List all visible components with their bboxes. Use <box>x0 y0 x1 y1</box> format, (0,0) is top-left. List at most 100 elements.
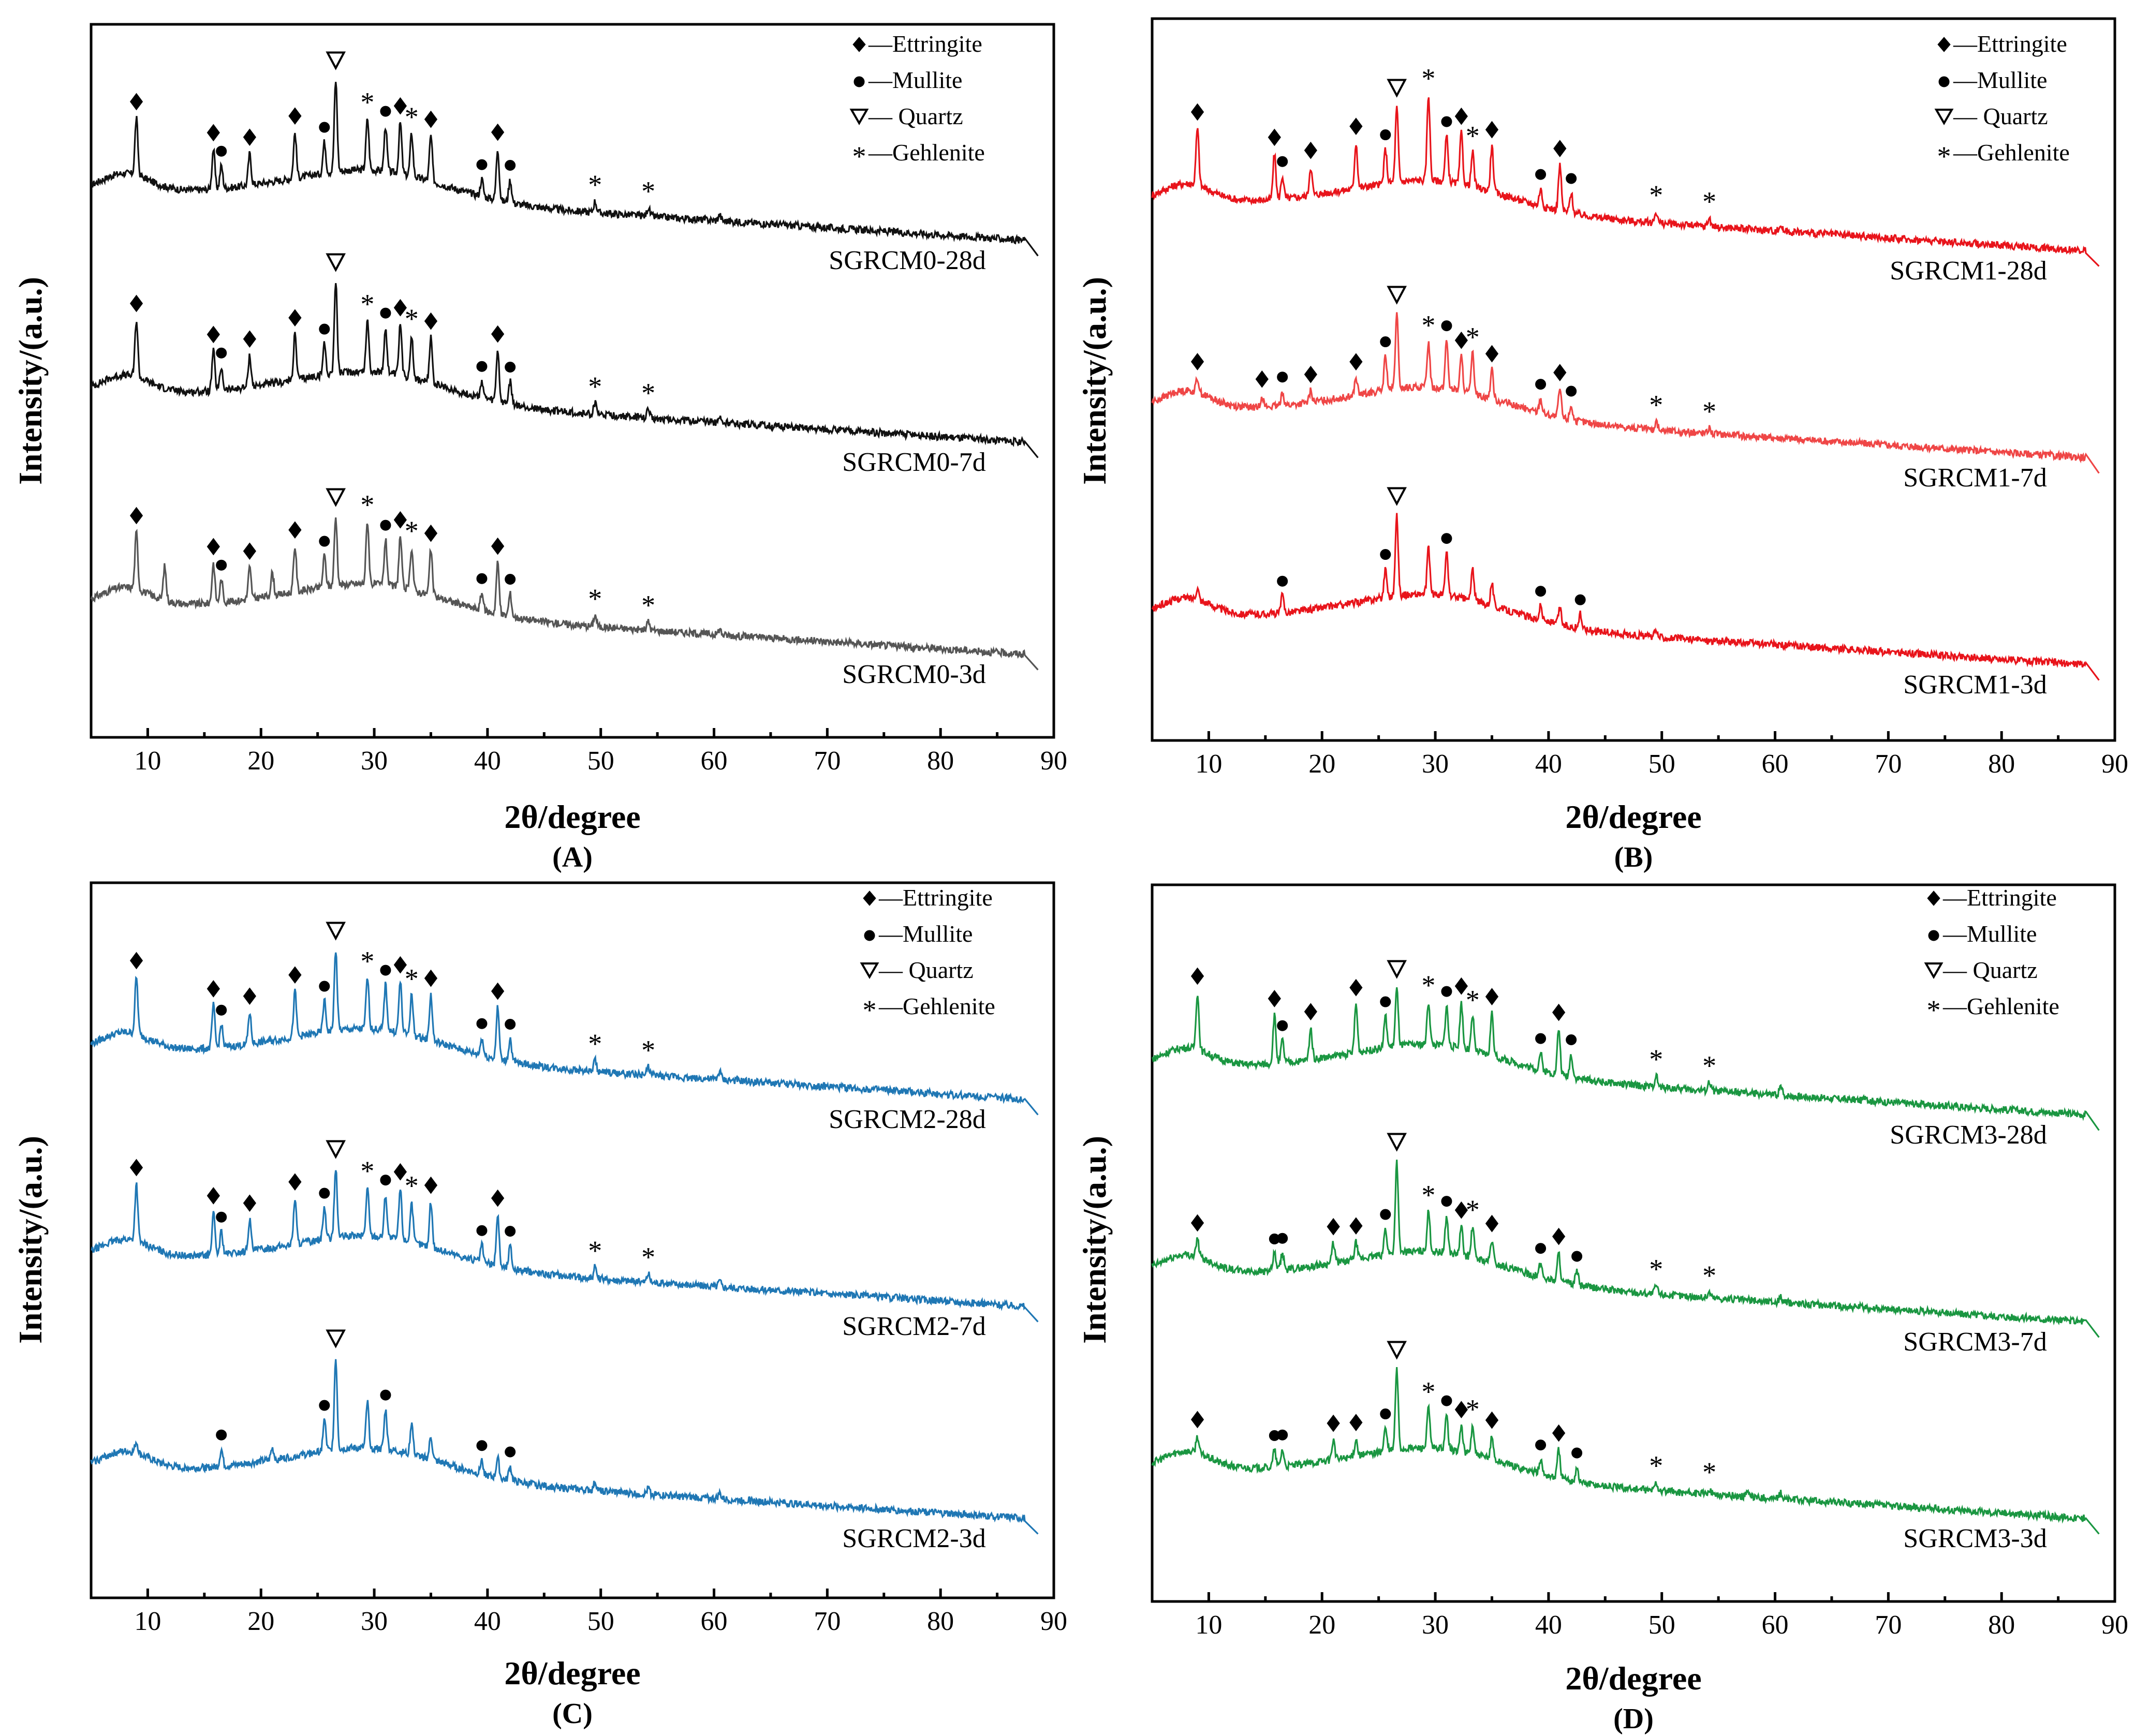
panel-label: (C) <box>552 1698 593 1730</box>
mullite-marker <box>1566 1034 1577 1046</box>
legend-gehlenite-label: —Gehlenite <box>1942 993 2059 1019</box>
ettringite-marker <box>207 538 220 556</box>
ettringite-marker <box>288 1173 302 1191</box>
x-axis-label: 2θ/degree <box>1565 1660 1701 1697</box>
quartz-marker <box>1387 1341 1407 1360</box>
series-label: SGRCM1-3d <box>1903 670 2047 700</box>
gehlenite-marker: * <box>360 945 374 976</box>
trace-group <box>90 952 1039 1535</box>
gehlenite-marker: * <box>1702 1457 1716 1488</box>
xrd-panel-b: *** ** ** * 10 20 30 40 50 60 70 80 90 —Ettringite—… <box>1076 17 2128 873</box>
mullite-marker <box>1380 1209 1391 1220</box>
trace-group <box>90 82 1039 671</box>
legend-quartz-label: — Quartz <box>868 103 963 129</box>
xrd-trace-SGRCM2-3d <box>90 1359 1039 1535</box>
legend-gehlenite-symbol: * <box>863 995 877 1026</box>
x-tick-label: 50 <box>1648 1610 1675 1640</box>
ettringite-marker <box>1485 345 1499 363</box>
x-tick-label: 90 <box>1040 746 1067 776</box>
legend-mullite-label: —Mullite <box>878 921 973 947</box>
series-label: SGRCM3-28d <box>1890 1120 2047 1150</box>
ettringite-marker <box>243 128 256 146</box>
mullite-marker <box>319 1400 330 1411</box>
x-tick-label: 40 <box>474 746 501 776</box>
legend-ettringite-symbol <box>852 37 866 52</box>
gehlenite-marker: * <box>405 963 419 995</box>
x-tick-label: 90 <box>2101 1610 2128 1640</box>
x-tick-label: 20 <box>247 1607 274 1636</box>
x-tick-label: 70 <box>814 1607 841 1636</box>
gehlenite-marker: * <box>360 489 374 520</box>
mullite-marker <box>380 520 391 531</box>
ettringite-marker <box>1485 121 1499 139</box>
gehlenite-marker: * <box>588 1235 602 1266</box>
ettringite-marker <box>1327 1414 1340 1432</box>
legend-ettringite-label: —Ettringite <box>868 31 982 57</box>
x-tick-label: 20 <box>1308 1610 1335 1640</box>
ettringite-marker <box>424 312 438 330</box>
gehlenite-marker: * <box>1466 1194 1480 1225</box>
legend-mullite-label: —Mullite <box>1953 67 2047 93</box>
gehlenite-marker: * <box>1421 1376 1435 1407</box>
x-tick-label: 30 <box>1422 749 1449 779</box>
ettringite-marker <box>1190 1214 1204 1232</box>
gehlenite-marker: * <box>360 1155 374 1186</box>
xrd-trace-SGRCM3-3d <box>1151 1367 2100 1535</box>
x-tick-label: 50 <box>587 746 614 776</box>
ettringite-marker <box>207 124 220 142</box>
x-tick-label: 20 <box>247 746 274 776</box>
phase-marker-group: * * * * * * * * <box>1190 63 1716 605</box>
ettringite-marker <box>207 980 220 998</box>
mullite-marker <box>216 559 227 571</box>
legend-gehlenite-label: —Gehlenite <box>868 139 985 166</box>
mullite-marker <box>1535 1243 1547 1254</box>
ettringite-marker <box>1553 364 1567 381</box>
mullite-marker <box>1380 996 1391 1007</box>
ettringite-marker <box>424 110 438 128</box>
y-axis-label: Intensity/(a.u.) <box>1076 277 1113 485</box>
quartz-marker <box>1387 960 1407 979</box>
gehlenite-marker: * <box>1649 1450 1663 1481</box>
mullite-marker <box>216 1211 227 1223</box>
mullite-marker <box>1380 129 1391 141</box>
legend-gehlenite-label: —Gehlenite <box>878 993 995 1019</box>
gehlenite-marker: * <box>1421 1179 1435 1210</box>
mullite-marker <box>505 574 516 585</box>
ettringite-marker <box>393 97 407 115</box>
xrd-trace-SGRCM3-28d <box>1151 987 2100 1131</box>
x-axis-ticks: 10 20 30 40 50 60 70 80 90 <box>1195 1592 2128 1640</box>
panel-label: (B) <box>1614 841 1653 873</box>
ettringite-marker <box>1553 140 1567 157</box>
ettringite-marker <box>1349 978 1363 997</box>
gehlenite-marker: * <box>1421 63 1435 94</box>
mullite-marker <box>319 122 330 133</box>
legend-gehlenite-symbol: * <box>1927 995 1941 1026</box>
legend-gehlenite-symbol: * <box>852 141 866 172</box>
ettringite-marker <box>1349 1414 1363 1431</box>
legend-mullite-symbol <box>853 76 865 87</box>
ettringite-marker <box>1552 1003 1566 1021</box>
ettringite-marker <box>424 1176 438 1194</box>
mullite-marker <box>319 323 330 335</box>
legend: —Ettringite —Mullite — Quartz* —Gehlenite <box>860 884 995 1026</box>
legend-ettringite-label: —Ettringite <box>1942 884 2057 911</box>
legend-ettringite-symbol <box>1927 891 1940 906</box>
ettringite-marker <box>491 982 505 1000</box>
ettringite-marker <box>1190 1411 1204 1429</box>
xrd-trace-SGRCM0-7d <box>90 283 1039 458</box>
legend-mullite-symbol <box>1938 76 1950 87</box>
mullite-marker <box>505 160 516 171</box>
mullite-marker <box>319 981 330 992</box>
quartz-marker <box>326 253 346 272</box>
ettringite-marker <box>1485 1214 1499 1233</box>
x-tick-label: 80 <box>927 746 954 776</box>
mullite-marker <box>476 1018 488 1029</box>
mullite-marker <box>1535 169 1547 180</box>
ettringite-marker <box>129 507 143 525</box>
x-axis-label: 2θ/degree <box>504 798 640 835</box>
mullite-marker <box>1441 986 1452 997</box>
legend-mullite-label: —Mullite <box>1942 921 2037 947</box>
ettringite-marker <box>1349 353 1363 370</box>
ettringite-marker <box>1304 141 1317 159</box>
x-axis-label: 2θ/degree <box>504 1655 640 1692</box>
